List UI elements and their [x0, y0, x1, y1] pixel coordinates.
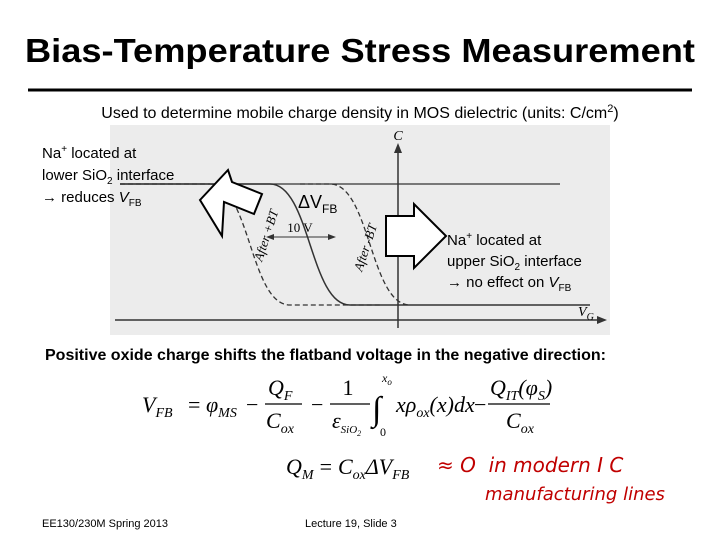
subtitle: Used to determine mobile charge density … [101, 103, 618, 122]
eq-sign: − [246, 392, 258, 417]
integral-limit: 0 [380, 425, 386, 439]
eq-term: QIT(φS) [490, 375, 552, 404]
eq-sign: − [474, 392, 486, 417]
footer-slide: Lecture 19, Slide 3 [305, 518, 397, 530]
left-note: Na+ located at lower SiO2 interface → re… [42, 144, 174, 209]
axis-arrow [597, 316, 607, 324]
statement: Positive oxide charge shifts the flatban… [45, 347, 606, 364]
equation-2: QM = CoxΔVFB [286, 454, 410, 483]
right-note: Na+ located at upper SiO2 interface → no… [447, 231, 582, 294]
block-arrow-left [198, 168, 264, 240]
curve-initial [120, 183, 590, 306]
axis-label: VG [578, 305, 594, 323]
eq-term: xρox(x)dx [395, 392, 475, 421]
graph-background [110, 125, 610, 335]
equation-1: VFB = φMS − QF Cox − 1 εSiO2 ∫ xo 0 xρox… [142, 371, 552, 439]
eq-term: Cox [266, 408, 295, 437]
note-line: upper SiO2 interface [447, 253, 582, 273]
block-arrow-right [385, 201, 448, 271]
handwritten-note: manufacturing lines [485, 484, 665, 505]
eq-term: Cox [506, 408, 535, 437]
handwritten-note: ≈ O in modern I C [437, 453, 623, 477]
arrow-head [266, 234, 274, 240]
shift-label: 10 V [287, 220, 313, 235]
note-line: Na+ located at [447, 231, 542, 249]
integral-sign: ∫ [370, 391, 384, 430]
note-line: → reduces VFB [42, 189, 142, 209]
note-line: → no effect on VFB [447, 274, 572, 294]
eq-term: εSiO2 [332, 408, 361, 438]
arrow-head [328, 234, 336, 240]
note-line: Na+ located at [42, 144, 137, 162]
title: Bias-Temperature Stress Measurement [25, 32, 695, 69]
eq-sign: = [188, 392, 200, 417]
eq-term: φMS [206, 392, 237, 421]
eq-term: QF [268, 375, 293, 404]
eq-sign: − [311, 392, 323, 417]
delta-vfb: ΔVFB [298, 192, 337, 216]
eq-term: 1 [343, 375, 354, 400]
note-line: lower SiO2 interface [42, 167, 174, 187]
axis-label: C [393, 129, 403, 144]
integral-limit: xo [381, 371, 392, 387]
cv-graph: C VG After +BT After -BT 10 V [110, 125, 610, 335]
footer-course: EE130/230M Spring 2013 [42, 518, 168, 530]
curve-after-minus [300, 183, 411, 306]
axis-arrow [394, 143, 402, 153]
eq-term: VFB [142, 392, 173, 421]
